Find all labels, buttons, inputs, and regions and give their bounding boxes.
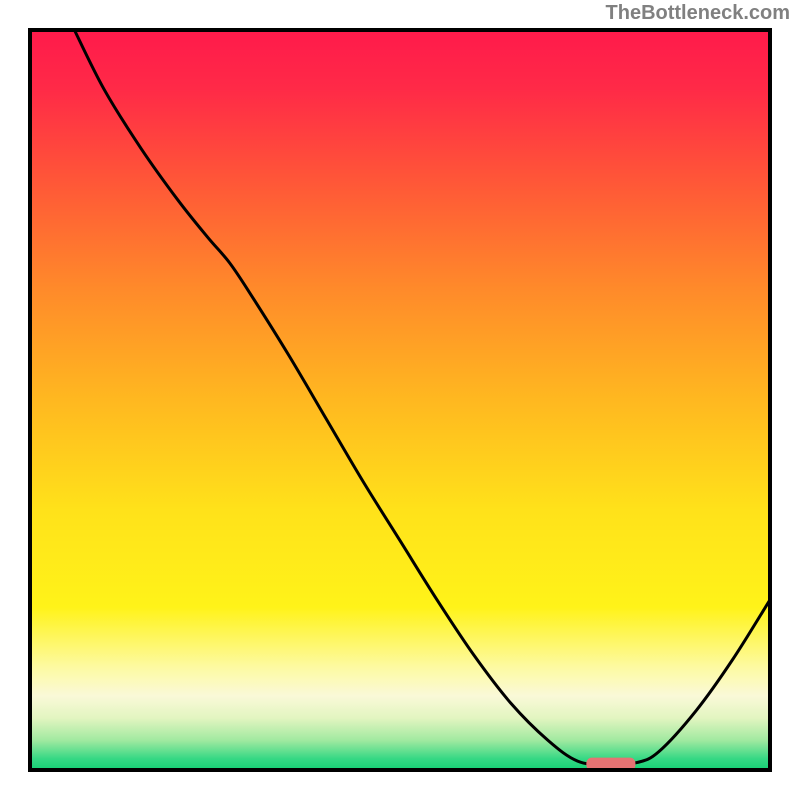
chart-container: TheBottleneck.com xyxy=(0,0,800,800)
bottleneck-chart xyxy=(0,0,800,800)
gradient-background xyxy=(30,30,770,770)
watermark-text: TheBottleneck.com xyxy=(606,2,790,25)
